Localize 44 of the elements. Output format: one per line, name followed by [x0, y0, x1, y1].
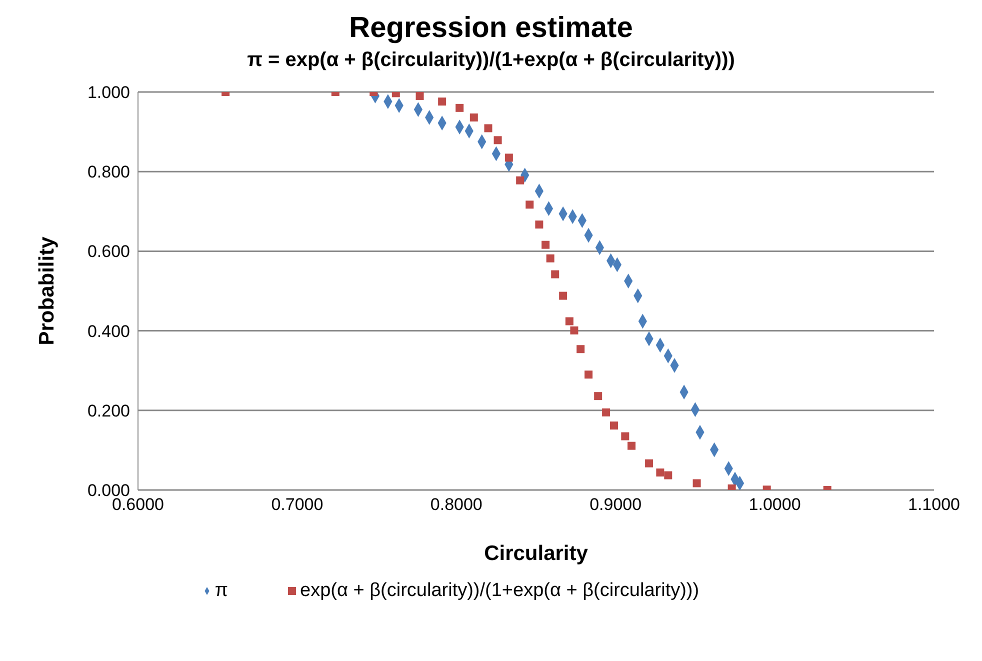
chart-subtitle: π = exp(α + β(circularity))/(1+exp(α + β(circularity))): [246, 49, 736, 72]
point: [576, 345, 585, 354]
point: [535, 220, 544, 229]
point: [584, 370, 593, 379]
y-tick-label: 0.600: [87, 242, 130, 262]
chart-title: Regression estimate: [348, 12, 634, 45]
point: [416, 92, 424, 100]
y-tick-label: 0.800: [87, 162, 130, 182]
x-tick-label: 0.6000: [112, 495, 164, 514]
point: [546, 254, 554, 262]
point: [645, 459, 654, 468]
y-tick-label: 0.400: [87, 322, 130, 341]
point: [484, 124, 492, 132]
point: [526, 200, 534, 209]
y-tick-label: 0.200: [87, 401, 130, 420]
point: [664, 471, 672, 480]
x-tick-label: 0.9000: [590, 495, 642, 514]
point: [470, 113, 478, 122]
x-tick-label: 1.1000: [908, 495, 960, 514]
legend-label: exp(α + β(circularity))/(1+exp(α + β(circularity))): [300, 580, 700, 601]
legend-label: π: [214, 580, 228, 601]
point: [621, 432, 630, 440]
point: [494, 136, 502, 144]
point: [610, 422, 618, 430]
point: [565, 317, 574, 326]
point: [594, 392, 602, 400]
point: [692, 479, 701, 488]
x-tick-label: 1.0000: [748, 495, 801, 514]
point: [602, 408, 610, 416]
point: [656, 468, 664, 476]
point: [504, 154, 513, 162]
point: [628, 442, 636, 450]
x-tick-label: 0.7000: [271, 495, 324, 514]
point: [456, 104, 464, 112]
point: [551, 270, 560, 278]
point: [438, 98, 446, 106]
y-tick-label: 1.000: [87, 83, 130, 102]
x-tick-label: 0.8000: [430, 495, 482, 514]
y-axis-title: Probability: [35, 236, 58, 346]
point: [570, 326, 578, 334]
point: [559, 292, 568, 300]
x-axis-title: Circularity: [484, 542, 588, 565]
point: [516, 176, 524, 184]
point: [542, 240, 550, 249]
